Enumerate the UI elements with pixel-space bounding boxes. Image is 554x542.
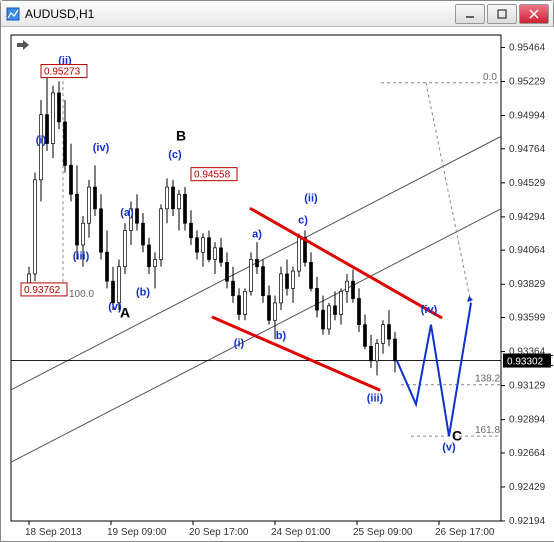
- svg-text:0.94294: 0.94294: [509, 212, 546, 223]
- svg-text:(iv): (iv): [93, 142, 110, 154]
- svg-text:0.93599: 0.93599: [509, 313, 546, 324]
- svg-text:(iii): (iii): [73, 250, 90, 262]
- svg-text:161.8: 161.8: [475, 425, 500, 436]
- svg-text:0.94558: 0.94558: [194, 170, 231, 181]
- svg-text:a): a): [252, 229, 262, 241]
- svg-text:0.92194: 0.92194: [509, 516, 546, 527]
- svg-text:0.93302: 0.93302: [507, 357, 544, 368]
- svg-text:138.2: 138.2: [475, 374, 500, 385]
- maximize-button[interactable]: [487, 4, 517, 24]
- svg-text:(i): (i): [234, 337, 245, 349]
- svg-text:0.94529: 0.94529: [509, 178, 546, 189]
- svg-text:(iv): (iv): [421, 304, 438, 316]
- close-button[interactable]: [519, 4, 549, 24]
- svg-text:(a): (a): [120, 207, 134, 219]
- svg-text:0.93829: 0.93829: [509, 279, 546, 290]
- svg-text:c): c): [298, 214, 308, 226]
- minimize-button[interactable]: [455, 4, 485, 24]
- svg-text:(ii): (ii): [304, 193, 318, 205]
- svg-text:(i): (i): [36, 135, 47, 147]
- svg-text:24 Sep 01:00: 24 Sep 01:00: [271, 527, 331, 538]
- svg-text:0.95229: 0.95229: [509, 76, 546, 87]
- svg-text:0.94764: 0.94764: [509, 144, 546, 155]
- svg-text:18 Sep 2013: 18 Sep 2013: [25, 527, 82, 538]
- svg-text:25 Sep 09:00: 25 Sep 09:00: [353, 527, 413, 538]
- svg-text:20 Sep 17:00: 20 Sep 17:00: [189, 527, 249, 538]
- svg-text:A: A: [120, 304, 130, 320]
- chart-area[interactable]: 0.95464 0.95229 0.94994 0.94764 0.94529 0.942…: [1, 27, 553, 541]
- svg-text:0.93762: 0.93762: [24, 285, 61, 296]
- window-title: AUDUSD,H1: [25, 7, 453, 21]
- svg-text:0.95273: 0.95273: [44, 67, 81, 78]
- svg-text:0.93129: 0.93129: [509, 381, 546, 392]
- svg-text:0.94994: 0.94994: [509, 111, 546, 122]
- svg-text:19 Sep 09:00: 19 Sep 09:00: [107, 527, 167, 538]
- svg-text:C: C: [452, 427, 462, 443]
- svg-text:b): b): [276, 330, 287, 342]
- app-icon: [5, 6, 21, 22]
- chart-window: AUDUSD,H1 0.954640.952290.949940.947640.…: [0, 0, 554, 542]
- svg-text:26 Sep 17:00: 26 Sep 17:00: [435, 527, 495, 538]
- svg-text:0.0: 0.0: [483, 72, 497, 83]
- svg-text:0.92664: 0.92664: [509, 448, 546, 459]
- svg-text:0.94064: 0.94064: [509, 245, 546, 256]
- svg-text:0.92429: 0.92429: [509, 482, 546, 493]
- svg-text:0.92894: 0.92894: [509, 415, 546, 426]
- svg-text:(iii): (iii): [367, 392, 384, 404]
- chart-svg: 0.95464 0.95229 0.94994 0.94764 0.94529 0.942…: [1, 27, 554, 541]
- titlebar[interactable]: AUDUSD,H1: [1, 1, 553, 27]
- svg-text:(b): (b): [136, 287, 150, 299]
- window-controls: [453, 4, 549, 24]
- svg-text:0.95464: 0.95464: [509, 42, 546, 53]
- svg-text:(c): (c): [168, 149, 182, 161]
- svg-text:B: B: [176, 128, 186, 144]
- svg-text:100.0: 100.0: [69, 289, 94, 300]
